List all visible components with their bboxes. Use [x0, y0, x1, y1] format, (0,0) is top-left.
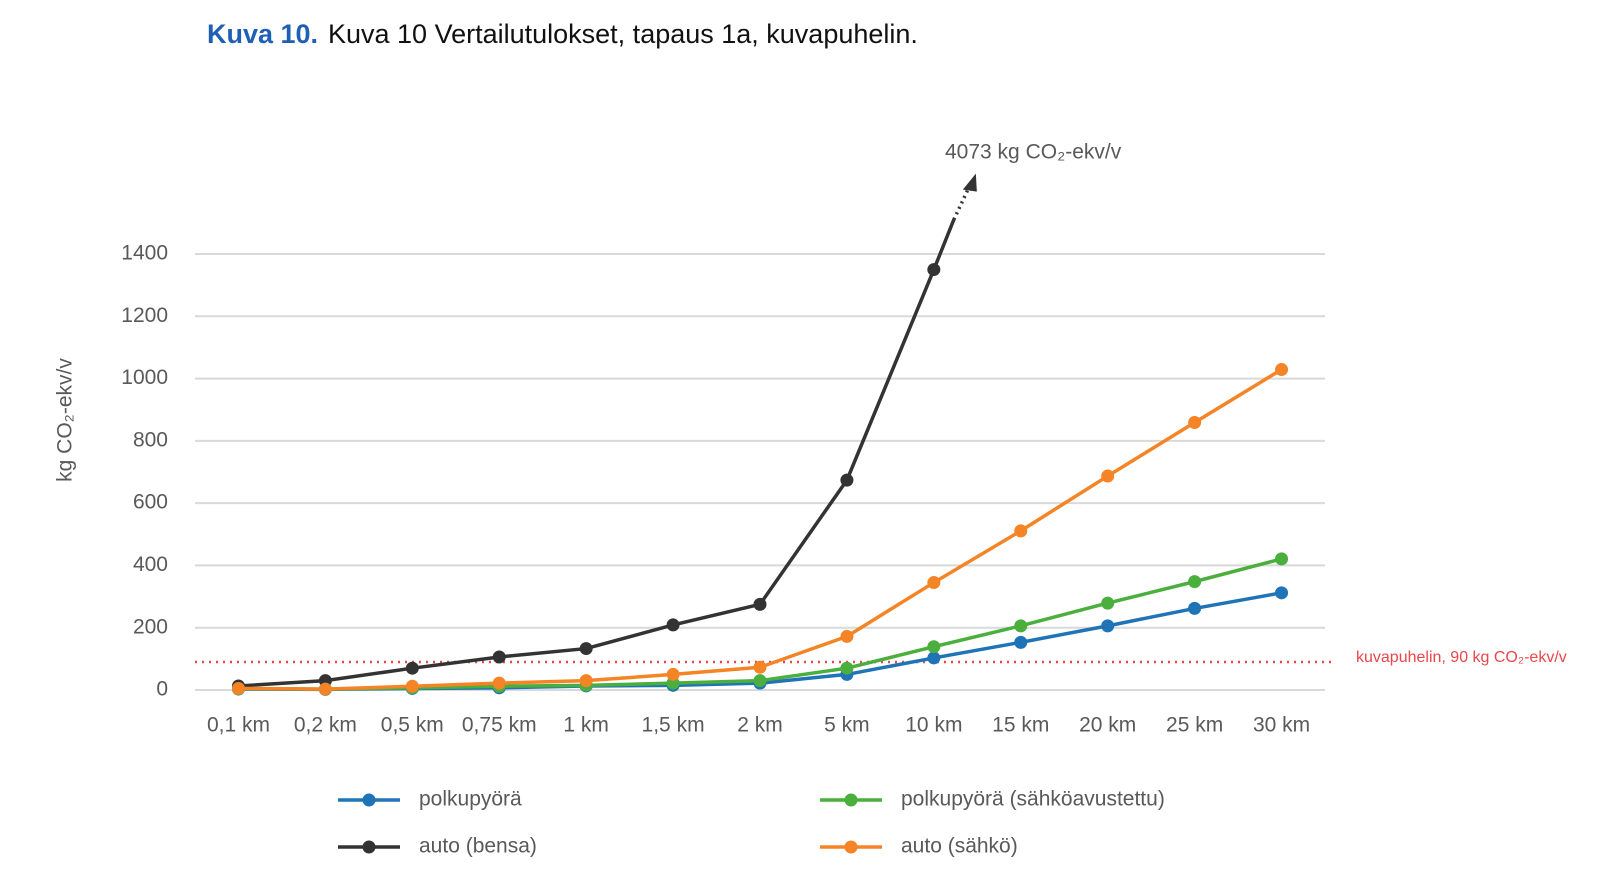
legend-label: polkupyörä (sähköavustettu): [901, 788, 1165, 811]
data-point: [1014, 635, 1028, 649]
data-point: [840, 629, 854, 643]
data-point: [492, 650, 506, 664]
y-tick-label: 1400: [121, 242, 168, 265]
data-point: [927, 640, 941, 654]
legend-label: auto (bensa): [419, 835, 537, 858]
data-point: [1188, 575, 1202, 589]
x-tick-label: 1 km: [563, 714, 609, 737]
legend-marker: [362, 793, 376, 807]
data-point: [318, 682, 332, 696]
legend-marker: [362, 840, 376, 854]
data-point: [1014, 524, 1028, 538]
arrow-shaft: [932, 218, 956, 271]
data-point: [579, 642, 593, 656]
data-point: [666, 667, 680, 681]
reference-label: kuvapuhelin, 90 kg CO₂-ekv/v: [1356, 649, 1567, 666]
data-point: [1188, 601, 1202, 615]
data-point: [927, 576, 941, 590]
data-point: [753, 597, 767, 611]
x-tick-label: 10 km: [905, 714, 962, 737]
y-tick-label: 1200: [121, 304, 168, 327]
y-tick-label: 600: [133, 491, 168, 514]
legend-marker: [844, 793, 858, 807]
x-tick-label: 5 km: [824, 714, 870, 737]
legend-label: auto (sähkö): [901, 835, 1018, 858]
x-tick-label: 0,1 km: [207, 714, 270, 737]
y-tick-label: 1000: [121, 366, 168, 389]
y-tick-label: 200: [133, 615, 168, 638]
arrow-head: [962, 173, 977, 192]
x-tick-label: 1,5 km: [642, 714, 705, 737]
y-tick-label: 800: [133, 428, 168, 451]
data-point: [1188, 415, 1202, 429]
y-tick-label: 400: [133, 553, 168, 576]
x-tick-label: 15 km: [992, 714, 1049, 737]
data-point: [231, 681, 245, 695]
x-tick-label: 0,75 km: [462, 714, 537, 737]
data-point: [753, 674, 767, 688]
legend-marker: [844, 840, 858, 854]
data-point: [1275, 586, 1289, 600]
data-point: [666, 618, 680, 632]
x-tick-label: 0,2 km: [294, 714, 357, 737]
arrow-dots: [952, 186, 971, 221]
data-point: [1275, 552, 1289, 566]
data-point: [1014, 619, 1028, 633]
data-point: [405, 661, 419, 675]
chart-title: Kuva 10 Vertailutulokset, tapaus 1a, kuv…: [328, 19, 918, 49]
data-point: [1101, 596, 1115, 610]
x-tick-label: 2 km: [737, 714, 783, 737]
y-axis-label: kg CO₂-ekv/v: [54, 358, 77, 482]
data-point: [753, 660, 767, 674]
data-point: [579, 674, 593, 688]
data-point: [927, 651, 941, 665]
x-tick-label: 25 km: [1166, 714, 1223, 737]
legend-label: polkupyörä: [419, 788, 522, 811]
series-line: [238, 368, 1283, 691]
figure-number: Kuva 10.: [207, 19, 318, 49]
data-point: [840, 473, 854, 487]
x-tick-label: 20 km: [1079, 714, 1136, 737]
data-point: [840, 661, 854, 675]
data-point: [1275, 363, 1289, 377]
data-point: [1101, 469, 1115, 483]
x-tick-label: 30 km: [1253, 714, 1310, 737]
annotation: 4073 kg CO₂-ekv/v: [945, 141, 1122, 164]
data-point: [1101, 619, 1115, 633]
y-tick-label: 0: [156, 678, 168, 701]
data-point: [405, 679, 419, 693]
x-tick-label: 0,5 km: [381, 714, 444, 737]
series-line: [238, 268, 936, 688]
data-point: [492, 676, 506, 690]
